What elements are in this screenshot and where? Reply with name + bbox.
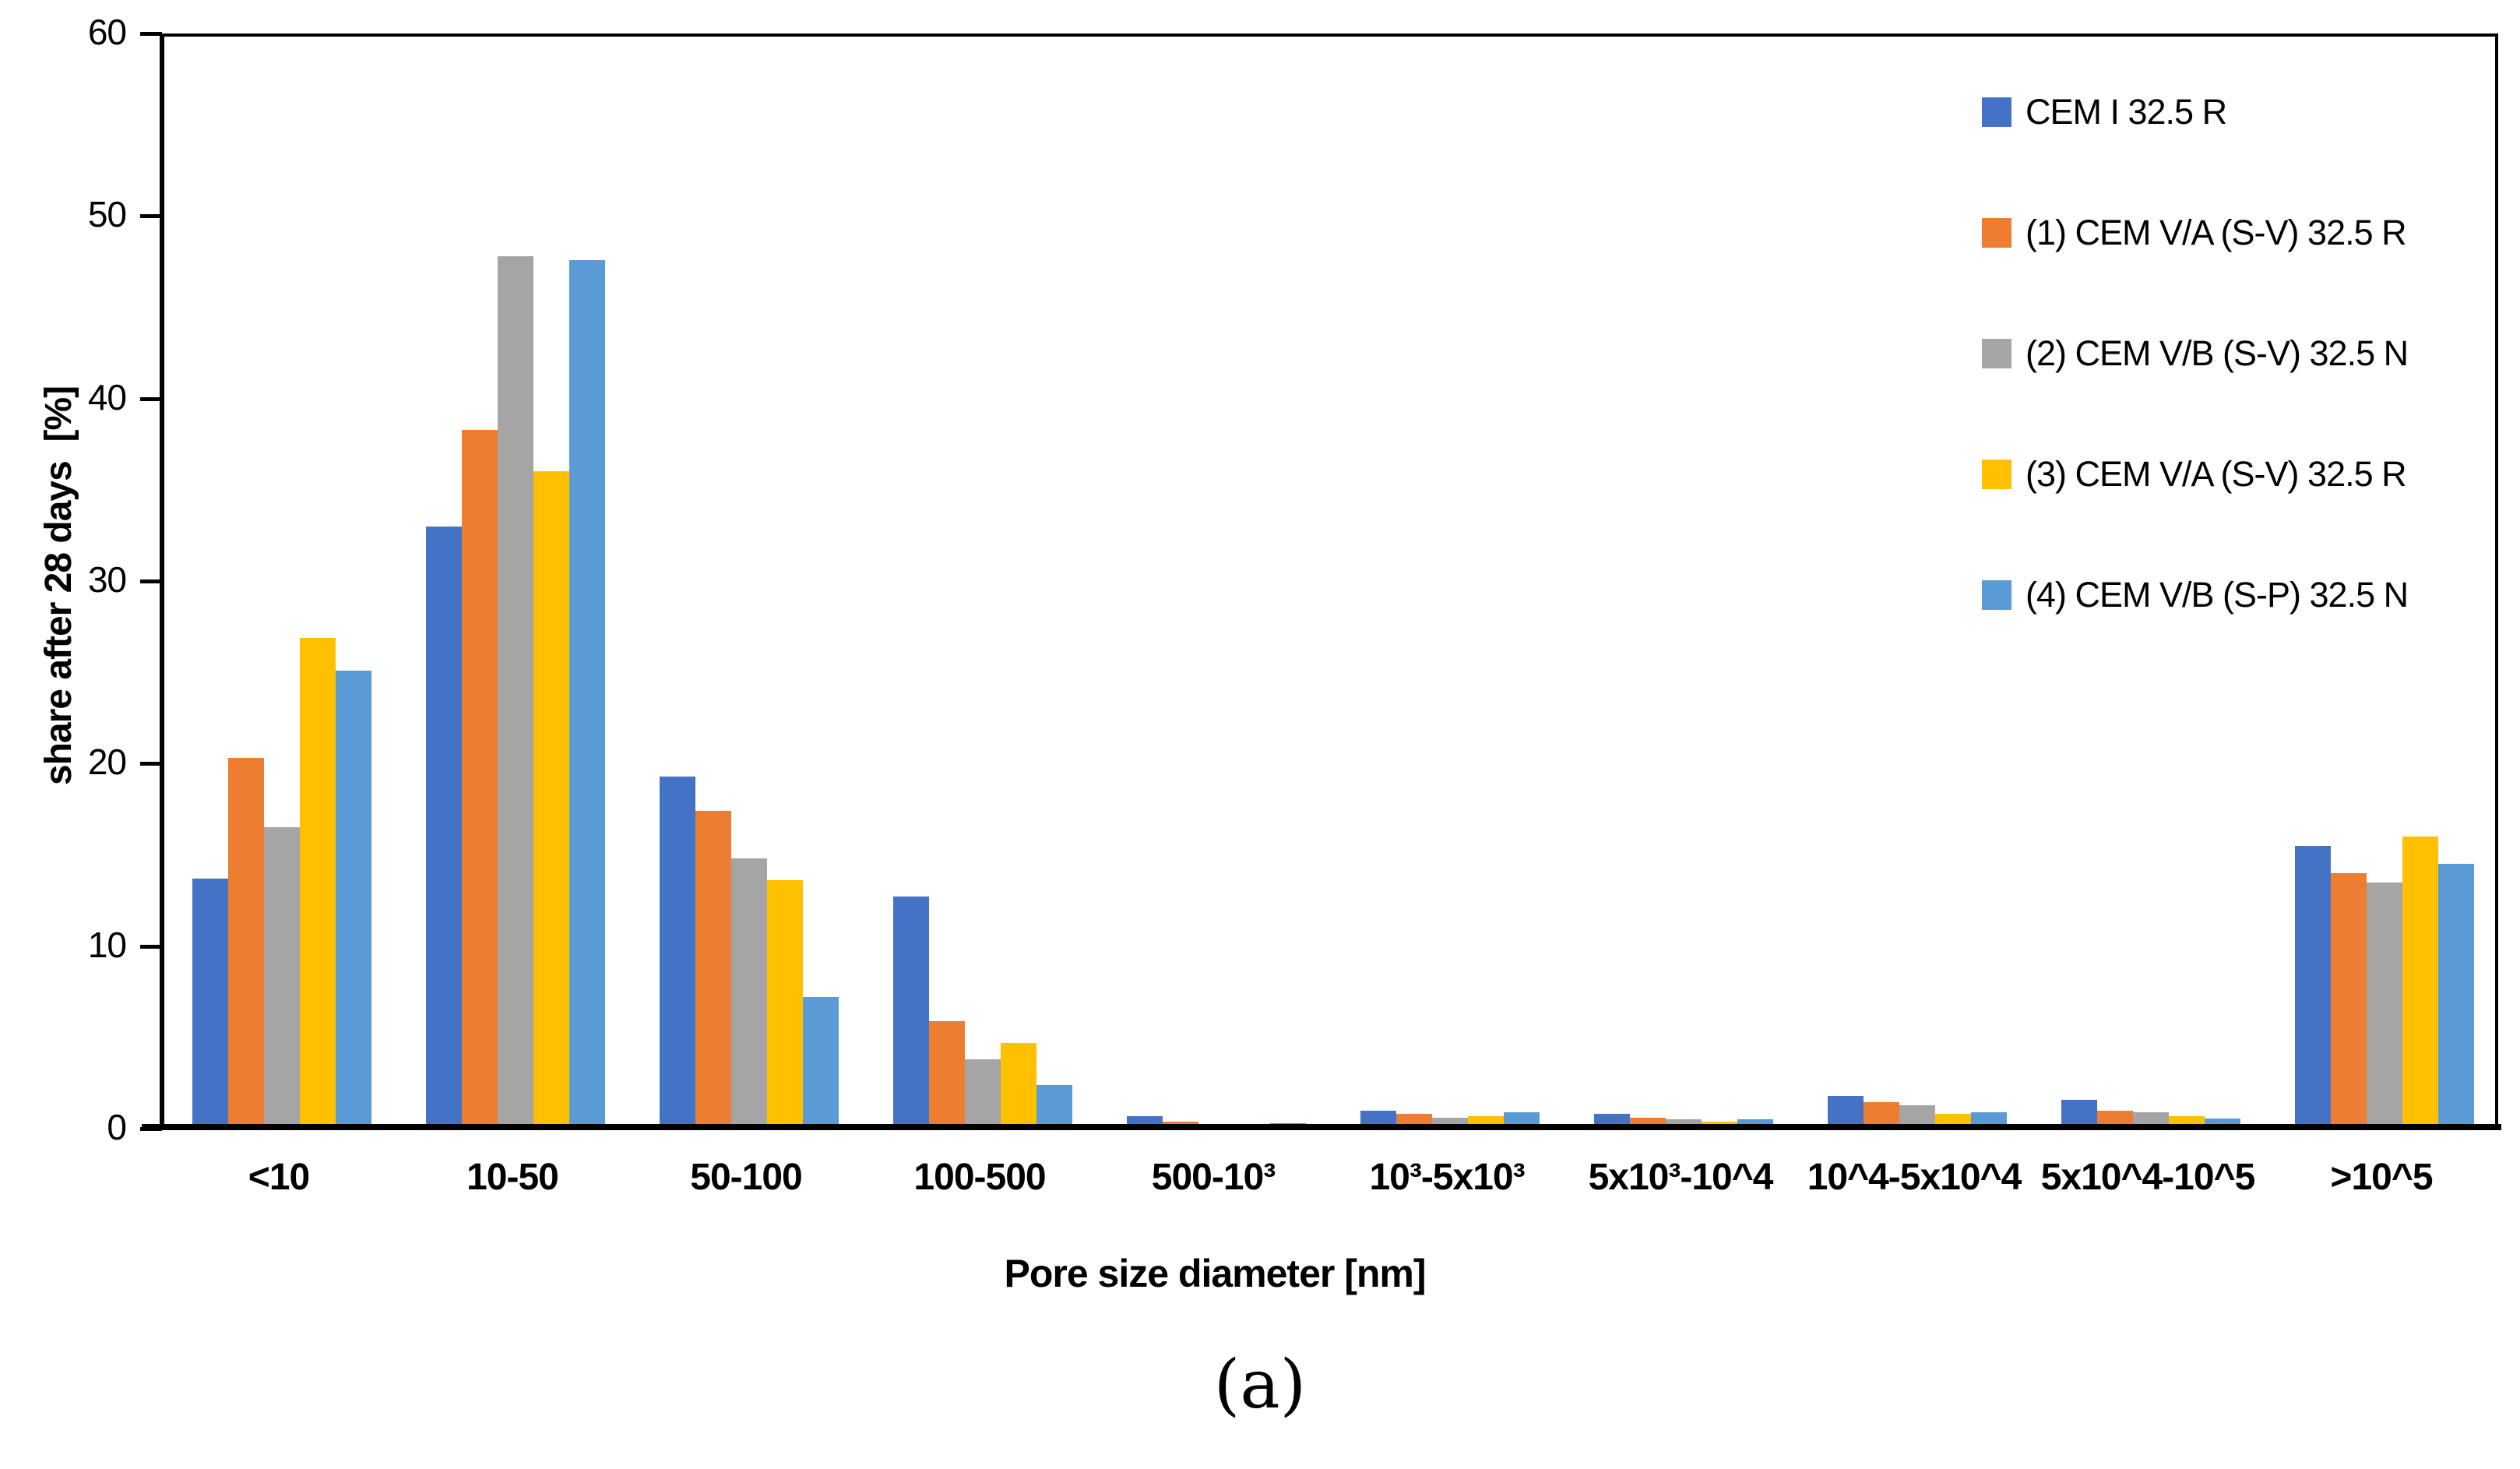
bar-s2-c3 [695, 811, 731, 1129]
bar-s2-c10 [2331, 872, 2367, 1129]
y-tick-label: 20 [87, 742, 127, 783]
bar-group-7 [1564, 37, 1797, 1129]
bar-s3-c2 [498, 255, 533, 1129]
bar-s2-c2 [462, 429, 498, 1129]
y-tick-label: 10 [87, 924, 127, 965]
bar-s4-c2 [533, 471, 569, 1129]
bar-s4-c4 [1001, 1042, 1037, 1129]
x-tick-label: 500-10³ [1151, 1157, 1276, 1198]
x-tick-label: 10^4-5x10^4 [1807, 1157, 2022, 1198]
x-tick-label: 5x10^4-10^5 [2040, 1157, 2256, 1198]
y-tick-label: 0 [107, 1107, 127, 1147]
bar-s5-c1 [336, 670, 371, 1129]
bar-group-1 [162, 37, 396, 1129]
y-tick-mark [140, 762, 162, 766]
bar-group-3 [629, 37, 863, 1129]
bar-s5-c10 [2438, 864, 2474, 1129]
legend: CEM I 32.5 R (1) CEM V/A (S-V) 32.5 R (2) … [1982, 92, 2409, 615]
bar-s2-c1 [228, 758, 264, 1129]
bar-s5-c2 [569, 259, 605, 1129]
y-tick-label: 60 [87, 12, 127, 52]
legend-label: (4) CEM V/B (S-P) 32.5 N [2026, 575, 2409, 615]
bar-s3-c1 [264, 827, 300, 1129]
legend-entry-4: (3) CEM V/A (S-V) 32.5 R [1982, 454, 2408, 494]
y-tick-mark [140, 32, 162, 36]
legend-label: (3) CEM V/A (S-V) 32.5 R [2026, 454, 2407, 494]
bar-s2-c4 [929, 1020, 965, 1129]
bar-group-5 [1096, 37, 1330, 1129]
bar-group-2 [396, 37, 629, 1129]
legend-swatch-icon [1982, 580, 2011, 610]
legend-entry-2: (1) CEM V/A (S-V) 32.5 R [1982, 213, 2408, 252]
bar-s3-c10 [2367, 882, 2402, 1129]
bar-s1-c2 [426, 526, 462, 1129]
figure-caption: (a) [1213, 1346, 1307, 1424]
plot-area [162, 33, 2498, 1129]
bar-s4-c1 [300, 637, 336, 1129]
bar-s1-c1 [192, 879, 228, 1129]
x-tick-label: 10-50 [466, 1157, 559, 1198]
legend-swatch-icon [1982, 460, 2011, 489]
x-tick-label: 50-100 [690, 1157, 802, 1198]
bar-s1-c10 [2295, 845, 2331, 1129]
bar-s1-c9 [2061, 1099, 2097, 1129]
x-tick-label: 5x10³-10^4 [1588, 1157, 1774, 1198]
bar-group-4 [863, 37, 1096, 1129]
y-tick-mark [140, 214, 162, 219]
x-tick-label: <10 [248, 1157, 310, 1198]
y-tick-label: 40 [87, 376, 127, 417]
y-axis-line [160, 33, 164, 1129]
y-tick-mark [140, 396, 162, 401]
legend-label: (2) CEM V/B (S-V) 32.5 N [2026, 333, 2409, 373]
legend-swatch-icon [1982, 339, 2011, 368]
legend-entry-1: CEM I 32.5 R [1982, 92, 2408, 132]
bar-s5-c4 [1037, 1084, 1072, 1129]
legend-swatch-icon [1982, 97, 2011, 127]
legend-swatch-icon [1982, 218, 2011, 248]
bar-s3-c4 [965, 1059, 1001, 1129]
bar-group-6 [1330, 37, 1564, 1129]
y-tick-mark [140, 579, 162, 583]
bar-s4-c10 [2402, 837, 2438, 1129]
y-tick-label: 30 [87, 559, 127, 600]
legend-label: CEM I 32.5 R [2026, 92, 2227, 132]
legend-label: (1) CEM V/A (S-V) 32.5 R [2026, 213, 2407, 252]
bar-s1-c8 [1828, 1095, 1864, 1129]
y-tick-mark [140, 944, 162, 949]
legend-entry-3: (2) CEM V/B (S-V) 32.5 N [1982, 333, 2409, 373]
x-axis-title: Pore size diameter [nm] [1004, 1252, 1426, 1295]
legend-entry-5: (4) CEM V/B (S-P) 32.5 N [1982, 575, 2409, 615]
x-tick-label: 10³-5x10³ [1369, 1157, 1525, 1198]
bar-group-10 [2265, 37, 2498, 1129]
x-axis-line [142, 1124, 2501, 1130]
bar-s4-c3 [767, 880, 803, 1129]
bar-s1-c3 [660, 776, 695, 1129]
bar-s1-c4 [893, 897, 929, 1129]
bar-s3-c3 [731, 858, 767, 1129]
x-tick-label: 100-500 [913, 1157, 1046, 1198]
y-tick-label: 50 [87, 194, 127, 235]
x-tick-label: >10^5 [2330, 1157, 2433, 1198]
bar-s5-c3 [803, 997, 839, 1129]
